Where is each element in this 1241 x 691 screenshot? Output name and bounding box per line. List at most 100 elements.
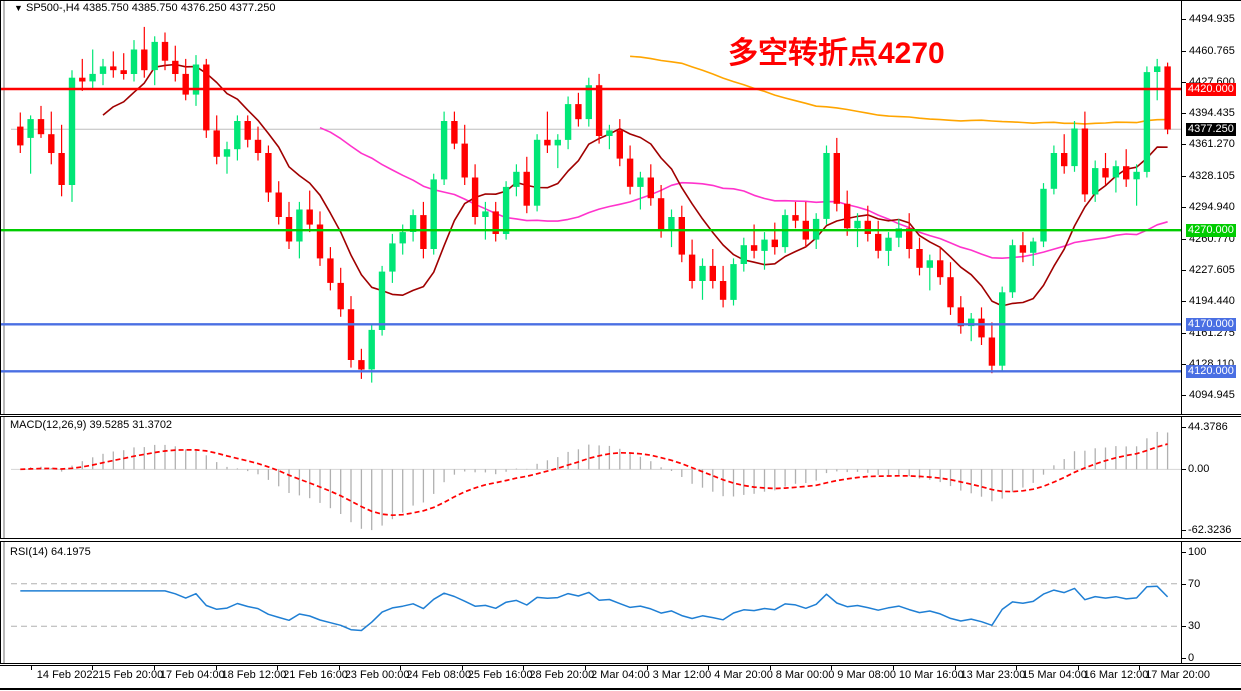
time-tick-label: 10 Mar 16:00 <box>898 669 964 681</box>
price-tick-label: 4460.765 <box>1189 44 1235 57</box>
price-level-tag-pivot-4270[interactable]: 4270.000 <box>1186 223 1236 237</box>
price-level-tag-resistance-4420[interactable]: 4420.000 <box>1186 82 1236 96</box>
price-tick <box>1182 332 1186 334</box>
price-tick-label: 4328.105 <box>1189 169 1235 182</box>
rsi-tick <box>1182 583 1186 585</box>
time-tick-label: 24 Feb 08:00 <box>406 669 472 681</box>
symbol-header-text: SP500-,H4 4385.750 4385.750 4376.250 437… <box>25 2 276 14</box>
price-tick <box>1182 363 1186 365</box>
rsi-panel[interactable]: 100 70 30 0 <box>0 541 1241 664</box>
time-tick-label: 13 Mar 23:00 <box>960 669 1026 681</box>
time-tick <box>1077 665 1079 670</box>
rsi-tick <box>1182 658 1186 659</box>
macd-legend: MACD(12,26,9) 39.5285 31.3702 <box>10 419 173 431</box>
time-tick-label: 2 Mar 04:00 <box>591 669 650 681</box>
time-tick-label: 14 Feb 2022 <box>36 669 99 681</box>
price-tick <box>1182 144 1186 146</box>
rsi-tick-label: 30 <box>1188 620 1201 633</box>
time-tick <box>400 665 402 670</box>
macd-panel[interactable]: 44.3786 0.00 -62.3236 <box>0 416 1241 539</box>
price-tick <box>1182 81 1186 83</box>
time-tick <box>831 665 833 670</box>
price-tick <box>1182 206 1186 208</box>
time-tick-label: 21 Feb 16:00 <box>283 669 348 681</box>
price-tick <box>1182 175 1186 177</box>
time-tick-label: 17 Mar 20:00 <box>1145 669 1211 681</box>
time-tick-label: 18 Feb 12:00 <box>221 669 287 681</box>
time-tick-label: 8 Mar 00:00 <box>775 669 835 681</box>
time-tick <box>153 665 155 670</box>
left-gutter <box>1 1 9 414</box>
bottom-border <box>0 688 1241 690</box>
price-tick-label: 4161.275 <box>1189 326 1235 339</box>
price-level-tag-support-4120[interactable]: 4120.000 <box>1186 364 1236 378</box>
time-tick <box>954 665 956 670</box>
time-tick <box>215 665 217 670</box>
macd-tick <box>1182 469 1186 471</box>
time-tick <box>1139 665 1141 670</box>
price-tick <box>1182 301 1186 303</box>
price-tick-label: 4094.945 <box>1189 388 1235 401</box>
price-tick-label: 4361.270 <box>1189 138 1235 151</box>
current-price-tag: 4377.250 <box>1186 122 1236 136</box>
macd-tick <box>1182 426 1186 428</box>
price-axis[interactable]: 4494.935 4460.765 4427.600 4394.435 4361.270… <box>1181 1 1241 414</box>
rsi-plot-area[interactable] <box>1 542 1240 663</box>
time-tick <box>892 665 894 670</box>
time-tick <box>646 665 648 670</box>
price-tick-label: 4260.770 <box>1189 232 1235 245</box>
time-tick-label: 28 Feb 20:00 <box>529 669 595 681</box>
time-tick <box>30 665 32 670</box>
macd-plot-area[interactable] <box>1 417 1240 538</box>
price-tick <box>1182 50 1186 52</box>
price-tick <box>1182 394 1186 396</box>
price-tick-label: 4194.440 <box>1189 295 1235 308</box>
time-tick-label: 17 Feb 04:00 <box>159 669 225 681</box>
time-tick-label: 25 Feb 16:00 <box>467 669 533 681</box>
price-level-tag-support-4170[interactable]: 4170.000 <box>1186 317 1236 331</box>
macd-tick-label: 0.00 <box>1188 463 1210 476</box>
rsi-axis: 100 70 30 0 <box>1181 542 1241 664</box>
time-tick <box>1016 665 1018 670</box>
time-tick <box>338 665 340 670</box>
price-tick-label: 4128.110 <box>1189 357 1235 370</box>
rsi-legend: RSI(14) 64.1975 <box>10 546 91 558</box>
price-plot-area[interactable] <box>1 1 1240 414</box>
time-axis[interactable]: 14 Feb 2022 15 Feb 20:00 17 Feb 04:00 18 Fe… <box>0 665 1241 689</box>
time-axis-top-border <box>0 665 1241 666</box>
time-tick-label: 23 Feb 00:00 <box>344 669 410 681</box>
price-tick <box>1182 113 1186 115</box>
rsi-tick-label: 100 <box>1188 546 1207 558</box>
rsi-tick <box>1182 552 1186 553</box>
time-tick <box>585 665 586 670</box>
rsi-tick-label: 0 <box>1188 652 1195 664</box>
price-chart-panel[interactable]: 4494.935 4460.765 4427.600 4394.435 4361.270… <box>0 0 1241 415</box>
macd-tick-label: 44.3786 <box>1188 420 1228 433</box>
price-tick-label: 4294.940 <box>1189 200 1235 213</box>
macd-axis: 44.3786 0.00 -62.3236 <box>1181 417 1241 538</box>
price-tick <box>1182 270 1186 272</box>
chinese-annotation: 多空转折点4270 <box>728 37 945 70</box>
price-tick-label: 4427.600 <box>1189 76 1235 87</box>
price-tick <box>1182 18 1186 20</box>
time-tick-label: 16 Mar 12:00 <box>1083 669 1149 681</box>
time-tick-label: 4 Mar 20:00 <box>714 669 773 681</box>
price-tick-label: 4394.435 <box>1189 107 1235 120</box>
time-tick-label: 3 Mar 12:00 <box>652 669 712 681</box>
price-tick <box>1182 238 1186 240</box>
time-tick <box>461 665 463 670</box>
time-tick <box>769 665 771 670</box>
macd-left-gutter <box>1 417 9 538</box>
price-tick-label: 4494.935 <box>1189 12 1235 25</box>
macd-tick <box>1182 529 1186 531</box>
time-tick <box>277 665 279 670</box>
time-tick <box>523 665 525 670</box>
time-tick-label: 15 Mar 04:00 <box>1022 669 1087 681</box>
price-tick-label: 4227.605 <box>1189 264 1235 277</box>
chart-dropdown-arrow[interactable]: ▼ <box>14 3 23 13</box>
time-tick <box>92 665 94 670</box>
rsi-left-gutter <box>1 542 9 663</box>
time-tick-label: 9 Mar 08:00 <box>837 669 896 681</box>
rsi-tick-label: 70 <box>1188 577 1201 590</box>
